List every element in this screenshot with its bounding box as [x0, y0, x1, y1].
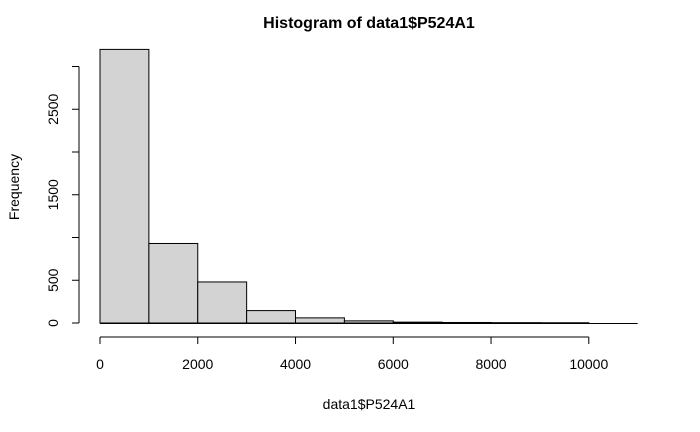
- y-axis-label: Frequency: [6, 154, 22, 220]
- y-axis: 0 500 1500 2500: [45, 66, 80, 327]
- x-tick-label: 10000: [569, 356, 608, 372]
- x-tick-label: 4000: [280, 356, 311, 372]
- histogram-bar: [99, 48, 150, 324]
- histogram-bar: [197, 281, 248, 324]
- y-tick-label: 1500: [45, 179, 61, 210]
- x-axis-label: data1$P524A1: [323, 396, 416, 412]
- histogram-bar: [392, 321, 443, 324]
- histogram-bar: [441, 321, 492, 324]
- x-tick-label: 2000: [182, 356, 213, 372]
- bars-group: [99, 48, 638, 324]
- histogram-bar: [246, 310, 297, 324]
- chart-title: Histogram of data1$P524A1: [263, 15, 475, 32]
- histogram-bar: [343, 320, 394, 324]
- x-axis: 0 2000 4000 6000 8000 10000: [96, 336, 608, 372]
- y-tick-label: 0: [45, 319, 61, 327]
- x-tick-label: 8000: [475, 356, 506, 372]
- histogram-bar: [295, 317, 345, 324]
- x-tick-label: 0: [96, 356, 104, 372]
- y-tick-label: 500: [45, 268, 61, 292]
- histogram-bar: [148, 242, 199, 324]
- x-tick-label: 6000: [378, 356, 409, 372]
- y-tick-label: 2500: [45, 93, 61, 124]
